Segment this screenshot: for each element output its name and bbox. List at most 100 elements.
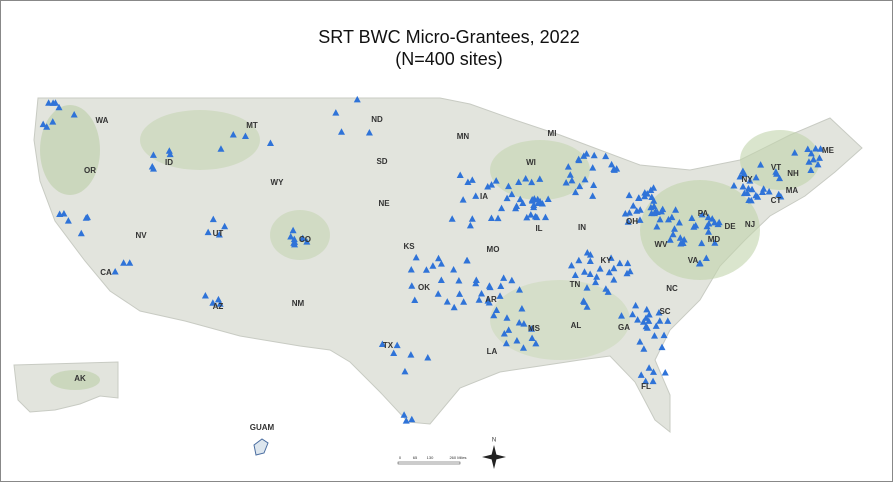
state-label: FL [641, 382, 651, 391]
site-marker [809, 155, 817, 163]
site-marker [332, 109, 340, 116]
site-marker [666, 236, 674, 243]
site-marker [651, 332, 659, 339]
site-marker [468, 176, 476, 183]
site-marker [739, 167, 747, 174]
site-marker [814, 160, 822, 168]
state-label: WA [96, 116, 109, 125]
site-marker [496, 292, 504, 299]
site-marker [564, 163, 572, 170]
site-marker [365, 129, 373, 136]
site-marker [629, 310, 637, 318]
site-marker [657, 207, 665, 215]
site-marker [583, 284, 591, 291]
site-marker [502, 339, 510, 347]
site-marker [166, 150, 174, 158]
site-marker [744, 184, 752, 192]
state-label: MA [786, 186, 799, 195]
site-marker [661, 369, 669, 376]
site-marker [571, 271, 579, 278]
site-marker [429, 262, 437, 269]
site-marker [51, 99, 59, 106]
site-marker [217, 145, 225, 152]
site-marker [637, 371, 645, 378]
state-label: OR [84, 166, 96, 175]
site-marker [807, 149, 815, 157]
state-label: WV [655, 240, 669, 249]
site-marker [605, 268, 613, 276]
state-label: NY [741, 175, 753, 184]
scale-label: 0 [399, 455, 402, 460]
site-marker [653, 223, 661, 230]
subtitle: (N=400 sites) [395, 49, 503, 69]
scale-label: 65 [413, 455, 418, 460]
site-marker [43, 123, 51, 130]
site-marker [629, 202, 637, 209]
site-marker [266, 139, 274, 146]
state-label: KS [403, 242, 415, 251]
site-marker [64, 217, 72, 224]
site-marker [730, 182, 738, 189]
state-label: NV [135, 231, 147, 240]
site-marker [435, 254, 443, 262]
guam-shape [253, 438, 269, 456]
site-marker [500, 330, 508, 337]
state-label: NH [787, 169, 799, 178]
state-label: GA [618, 323, 630, 332]
site-marker [608, 160, 616, 168]
site-marker [610, 165, 618, 172]
site-marker [672, 206, 680, 213]
site-marker [214, 295, 222, 303]
site-marker [407, 351, 415, 358]
site-marker [650, 197, 658, 204]
site-marker [596, 265, 604, 272]
site-marker [531, 212, 539, 220]
state-label: WY [271, 178, 285, 187]
site-marker [647, 203, 655, 211]
site-marker [572, 188, 580, 196]
state-label: SD [376, 157, 387, 166]
site-marker [450, 266, 458, 273]
site-marker [541, 213, 549, 221]
site-marker [668, 213, 676, 221]
site-marker [583, 303, 591, 310]
site-marker [528, 325, 536, 332]
site-marker [568, 176, 576, 184]
site-marker [702, 254, 710, 262]
site-marker [636, 206, 644, 213]
site-marker [651, 209, 659, 217]
site-marker [488, 181, 496, 188]
site-marker [290, 235, 298, 243]
site-marker [645, 364, 653, 371]
state-label: VT [771, 163, 781, 172]
site-marker [765, 187, 773, 195]
site-marker [671, 225, 679, 232]
site-marker [149, 165, 157, 172]
site-marker [534, 199, 542, 207]
state-label: KY [600, 256, 612, 265]
site-marker [568, 261, 576, 269]
terrain [740, 130, 820, 190]
site-marker [634, 316, 642, 323]
site-marker [527, 211, 535, 218]
compass [482, 445, 506, 469]
site-marker [711, 239, 719, 246]
terrain [50, 370, 100, 390]
site-marker [472, 192, 480, 199]
site-marker [77, 229, 85, 237]
site-marker [760, 185, 768, 192]
site-marker [401, 367, 409, 375]
site-marker [508, 276, 516, 284]
scale-label: 130 [427, 455, 434, 460]
site-marker [513, 202, 521, 210]
site-marker [698, 239, 706, 247]
site-marker [475, 296, 483, 303]
site-marker [610, 276, 618, 283]
inset-label: GUAM [250, 423, 275, 432]
basemap: GUAM [13, 97, 863, 456]
site-marker [56, 210, 64, 217]
site-marker [589, 192, 597, 199]
site-marker [632, 301, 640, 309]
state-label: PA [698, 209, 709, 218]
site-marker [745, 196, 753, 203]
